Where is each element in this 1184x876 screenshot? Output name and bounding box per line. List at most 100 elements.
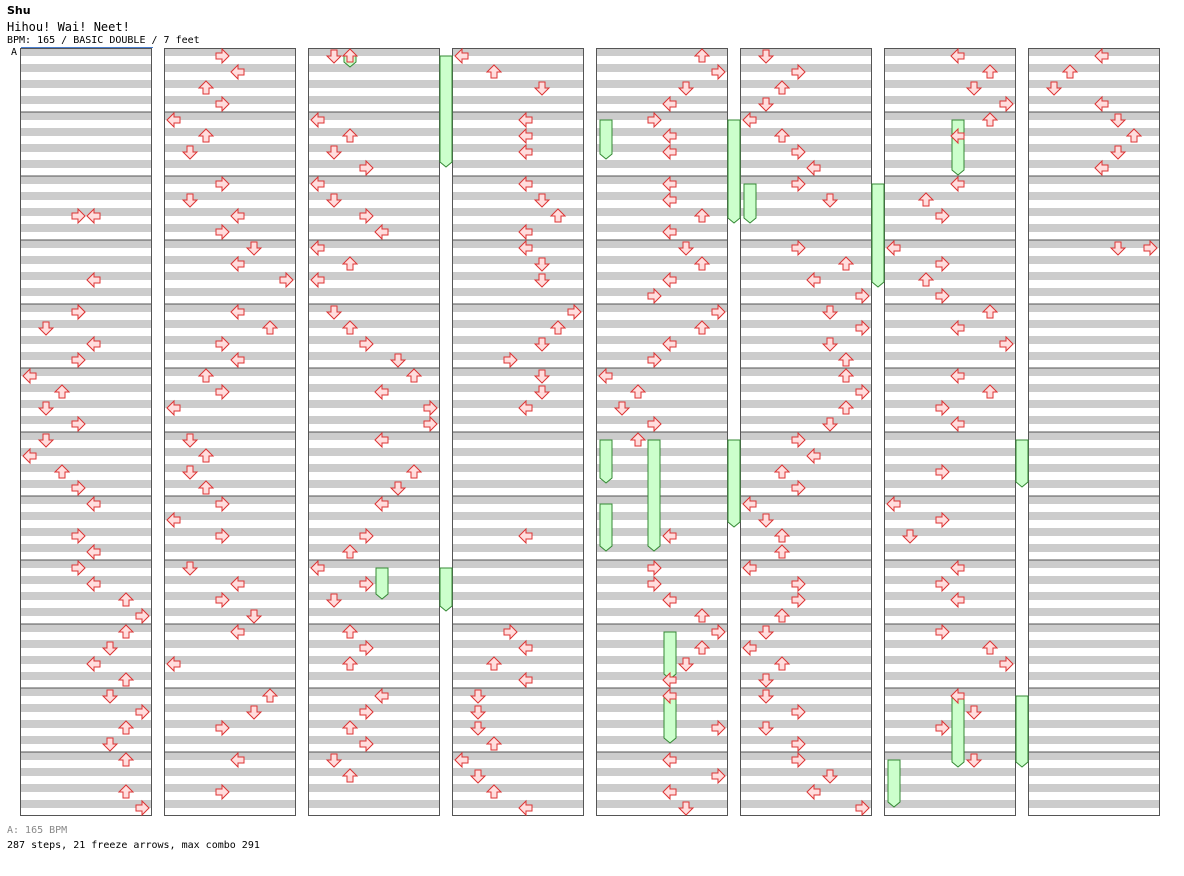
beat-stripe bbox=[1028, 448, 1160, 456]
step-up-arrow bbox=[693, 608, 711, 623]
beat-stripe bbox=[452, 80, 584, 88]
step-down-arrow bbox=[757, 625, 775, 640]
beat-stripe bbox=[596, 752, 728, 760]
beat-stripe bbox=[1028, 704, 1160, 712]
beat-stripe bbox=[20, 256, 152, 264]
step-up-arrow bbox=[117, 592, 135, 607]
beat-stripe bbox=[308, 592, 440, 600]
step-left-arrow bbox=[950, 687, 965, 705]
step-left-arrow bbox=[662, 527, 677, 545]
step-left-arrow bbox=[806, 447, 821, 465]
beat-stripe bbox=[740, 144, 872, 152]
beat-stripe bbox=[452, 176, 584, 184]
beat-stripe bbox=[740, 128, 872, 136]
beat-stripe bbox=[452, 304, 584, 312]
beat-stripe bbox=[596, 176, 728, 184]
beat-stripe bbox=[884, 240, 1016, 248]
beat-stripe bbox=[1028, 464, 1160, 472]
step-left-arrow bbox=[662, 95, 677, 113]
beat-stripe bbox=[308, 480, 440, 488]
beat-stripe bbox=[20, 304, 152, 312]
beat-stripe bbox=[1028, 416, 1160, 424]
step-up-arrow bbox=[341, 544, 359, 559]
step-down-arrow bbox=[101, 737, 119, 752]
step-up-arrow bbox=[1125, 128, 1143, 143]
step-up-arrow bbox=[1061, 64, 1079, 79]
beat-stripe bbox=[884, 464, 1016, 472]
beat-stripe bbox=[1028, 96, 1160, 104]
beat-stripe bbox=[20, 672, 152, 680]
beat-stripe bbox=[20, 288, 152, 296]
chart-column-2 bbox=[164, 48, 296, 816]
step-right-arrow bbox=[71, 415, 86, 433]
beat-stripe bbox=[884, 720, 1016, 728]
step-down-arrow bbox=[533, 81, 551, 96]
step-down-arrow bbox=[325, 305, 343, 320]
beat-stripe bbox=[1028, 688, 1160, 696]
step-left-arrow bbox=[806, 159, 821, 177]
step-up-arrow bbox=[981, 640, 999, 655]
beat-stripe bbox=[740, 368, 872, 376]
step-right-arrow bbox=[647, 575, 662, 593]
step-up-arrow bbox=[53, 384, 71, 399]
freeze-arrow bbox=[727, 119, 741, 224]
beat-stripe bbox=[164, 496, 296, 504]
beat-stripe bbox=[740, 672, 872, 680]
step-left-arrow bbox=[518, 111, 533, 129]
beat-stripe bbox=[164, 224, 296, 232]
beat-stripe bbox=[740, 208, 872, 216]
step-right-arrow bbox=[791, 239, 806, 257]
step-left-arrow bbox=[518, 223, 533, 241]
beat-stripe bbox=[164, 80, 296, 88]
beat-stripe bbox=[164, 640, 296, 648]
step-left-arrow bbox=[518, 639, 533, 657]
column-border bbox=[884, 48, 1016, 816]
step-left-arrow bbox=[950, 175, 965, 193]
beat-stripe bbox=[20, 80, 152, 88]
beat-stripe bbox=[308, 432, 440, 440]
beat-stripe bbox=[452, 448, 584, 456]
beat-stripe bbox=[452, 496, 584, 504]
beat-stripe bbox=[452, 480, 584, 488]
beat-stripe bbox=[596, 448, 728, 456]
step-down-arrow bbox=[757, 721, 775, 736]
step-left-arrow bbox=[806, 783, 821, 801]
beat-stripe bbox=[452, 128, 584, 136]
step-up-arrow bbox=[117, 672, 135, 687]
beat-stripe bbox=[884, 432, 1016, 440]
beat-stripe bbox=[452, 736, 584, 744]
beat-stripe bbox=[308, 784, 440, 792]
step-left-arrow bbox=[518, 175, 533, 193]
beat-stripe bbox=[740, 528, 872, 536]
beat-stripe bbox=[164, 368, 296, 376]
beat-stripe bbox=[20, 560, 152, 568]
step-left-arrow bbox=[22, 367, 37, 385]
beat-stripe bbox=[308, 192, 440, 200]
step-left-arrow bbox=[742, 559, 757, 577]
beat-stripe bbox=[740, 608, 872, 616]
step-down-arrow bbox=[389, 353, 407, 368]
step-up-arrow bbox=[261, 688, 279, 703]
beat-stripe bbox=[740, 624, 872, 632]
beat-stripe bbox=[308, 608, 440, 616]
beat-stripe bbox=[1028, 128, 1160, 136]
beat-stripe bbox=[164, 608, 296, 616]
beat-stripe bbox=[308, 128, 440, 136]
beat-stripe bbox=[164, 192, 296, 200]
beat-stripe bbox=[740, 576, 872, 584]
step-up-arrow bbox=[117, 784, 135, 799]
beat-stripe bbox=[452, 688, 584, 696]
beat-stripe bbox=[884, 672, 1016, 680]
beat-stripe bbox=[20, 592, 152, 600]
beat-stripe bbox=[884, 624, 1016, 632]
beat-stripe bbox=[596, 704, 728, 712]
beat-stripe bbox=[164, 784, 296, 792]
step-down-arrow bbox=[469, 689, 487, 704]
step-left-arrow bbox=[518, 671, 533, 689]
step-up-arrow bbox=[629, 432, 647, 447]
beat-stripe bbox=[596, 480, 728, 488]
step-left-arrow bbox=[950, 319, 965, 337]
bpm-marker: A bbox=[11, 47, 18, 58]
step-right-arrow bbox=[215, 783, 230, 801]
freeze-arrow bbox=[599, 119, 613, 160]
